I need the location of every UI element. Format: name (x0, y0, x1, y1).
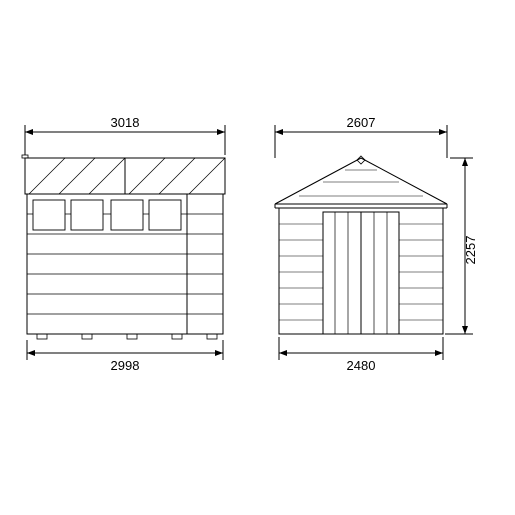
top-dimension: 3018 (25, 115, 225, 155)
drawing-container: 3018 (20, 100, 495, 360)
front-elevation: 2607 (275, 115, 478, 373)
bottom-dimension-side: 2998 (27, 340, 223, 373)
front-body (275, 156, 447, 334)
dim-top-front: 2607 (347, 115, 376, 130)
side-roof (22, 155, 225, 194)
height-dimension: 2257 (445, 158, 478, 334)
dim-bottom-front: 2480 (347, 358, 376, 373)
side-body (27, 194, 223, 339)
technical-drawing: 3018 (20, 100, 495, 380)
bottom-dimension-front: 2480 (279, 337, 443, 373)
top-dimension-front: 2607 (275, 115, 447, 158)
side-elevation: 3018 (22, 115, 225, 373)
dim-height-front: 2257 (463, 236, 478, 265)
dim-bottom-side: 2998 (111, 358, 140, 373)
dim-top-side: 3018 (111, 115, 140, 130)
